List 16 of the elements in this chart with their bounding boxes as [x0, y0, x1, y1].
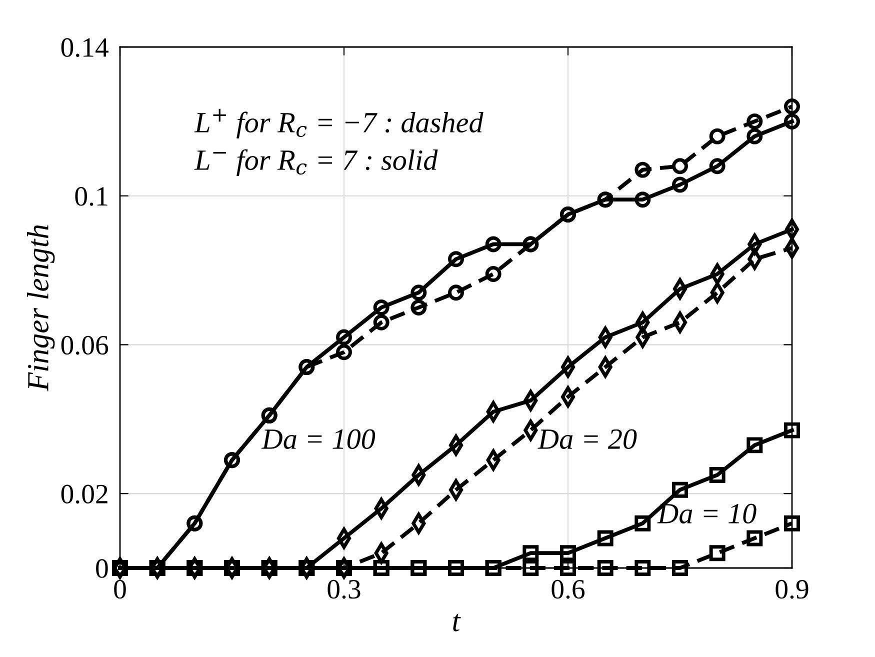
y-axis-title: Finger length	[27, 225, 55, 392]
y-tick-label: 0.02	[61, 484, 108, 504]
annotation: Da = 10	[657, 504, 756, 524]
annotation: L$^{−}$ for R$_{c}$ = 7 : solid	[194, 149, 438, 176]
y-tick-label: 0.1	[75, 187, 108, 206]
annotation: Da = 20	[538, 429, 637, 449]
x-tick-label: 0	[114, 580, 126, 599]
x-axis-title: t	[453, 614, 461, 632]
annotation: L$^{+}$ for R$_{c}$ = −7 : dashed	[194, 108, 484, 138]
y-tick-label: 0.06	[61, 336, 108, 355]
y-tick-label: 0.14	[61, 38, 108, 58]
x-tick-label: 0.3	[328, 580, 360, 599]
x-tick-label: 0.9	[776, 580, 808, 599]
y-tick-label: 0	[96, 559, 108, 578]
x-tick-label: 0.6	[552, 580, 585, 599]
annotation: Da = 100	[261, 429, 376, 449]
